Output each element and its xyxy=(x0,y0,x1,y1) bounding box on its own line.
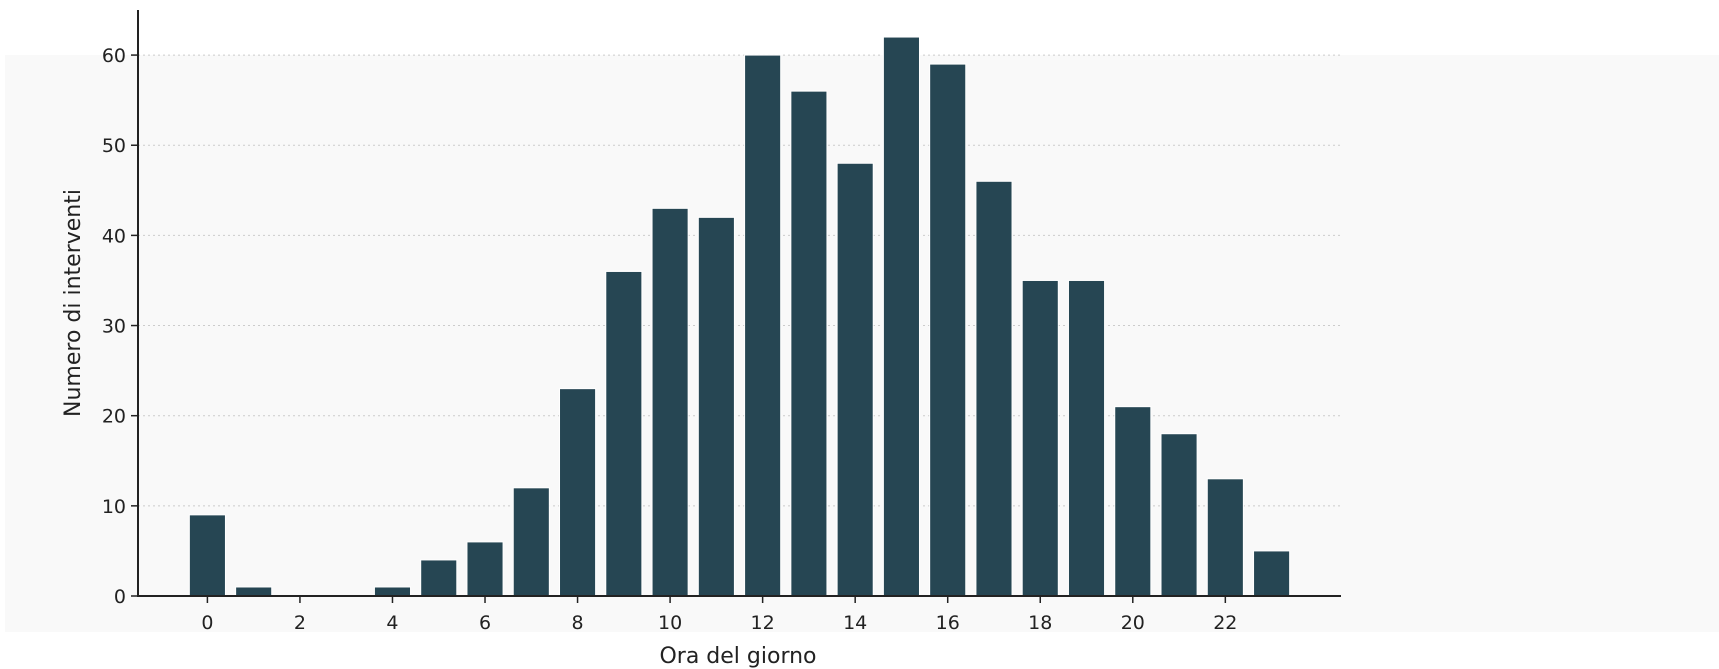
y-tick-label: 40 xyxy=(102,225,126,247)
x-tick-label: 12 xyxy=(751,612,775,634)
x-tick-label: 20 xyxy=(1121,612,1145,634)
x-tick-label: 18 xyxy=(1028,612,1052,634)
bar xyxy=(559,388,597,597)
bar xyxy=(882,36,920,597)
y-axis-title: Numero di interventi xyxy=(61,189,86,417)
bars xyxy=(188,36,1291,597)
x-tick-label: 14 xyxy=(843,612,867,634)
y-tick-label: 20 xyxy=(102,406,126,428)
y-tick-label: 30 xyxy=(102,316,126,338)
bar xyxy=(466,541,504,597)
bar xyxy=(975,180,1013,597)
x-tick-label: 22 xyxy=(1213,612,1237,634)
bar xyxy=(1160,433,1198,597)
x-tick-label: 16 xyxy=(936,612,960,634)
x-tick-label: 6 xyxy=(479,612,491,634)
x-ticks: 0 2 4 6 8 10 12 14 16 18 20 22 xyxy=(201,596,1237,634)
bar xyxy=(605,270,643,597)
bar xyxy=(697,216,735,597)
bar xyxy=(420,559,458,597)
bar xyxy=(929,63,967,597)
axes xyxy=(137,10,1341,597)
bar xyxy=(512,487,550,597)
x-tick-label: 8 xyxy=(572,612,584,634)
bar xyxy=(836,162,874,597)
x-tick-label: 4 xyxy=(386,612,398,634)
bar xyxy=(373,586,412,597)
x-axis-title: Ora del giorno xyxy=(659,644,816,669)
y-tick-label: 0 xyxy=(114,586,126,608)
y-tick-label: 60 xyxy=(102,45,126,67)
y-tick-label: 50 xyxy=(102,135,126,157)
bar xyxy=(790,90,828,597)
bar xyxy=(1206,478,1244,597)
bar xyxy=(1021,279,1059,597)
x-tick-label: 10 xyxy=(658,612,682,634)
y-tick-label: 10 xyxy=(102,496,126,518)
bar xyxy=(235,586,273,597)
x-tick-label: 2 xyxy=(294,612,306,634)
bar xyxy=(1253,550,1291,597)
gridlines xyxy=(138,54,1341,507)
bar xyxy=(188,514,226,597)
bar xyxy=(1114,406,1152,597)
bar xyxy=(651,207,689,597)
x-tick-label: 0 xyxy=(201,612,213,634)
y-ticks: 0 10 20 30 40 50 60 xyxy=(102,45,138,608)
bar xyxy=(1067,279,1106,597)
bar xyxy=(744,54,782,597)
